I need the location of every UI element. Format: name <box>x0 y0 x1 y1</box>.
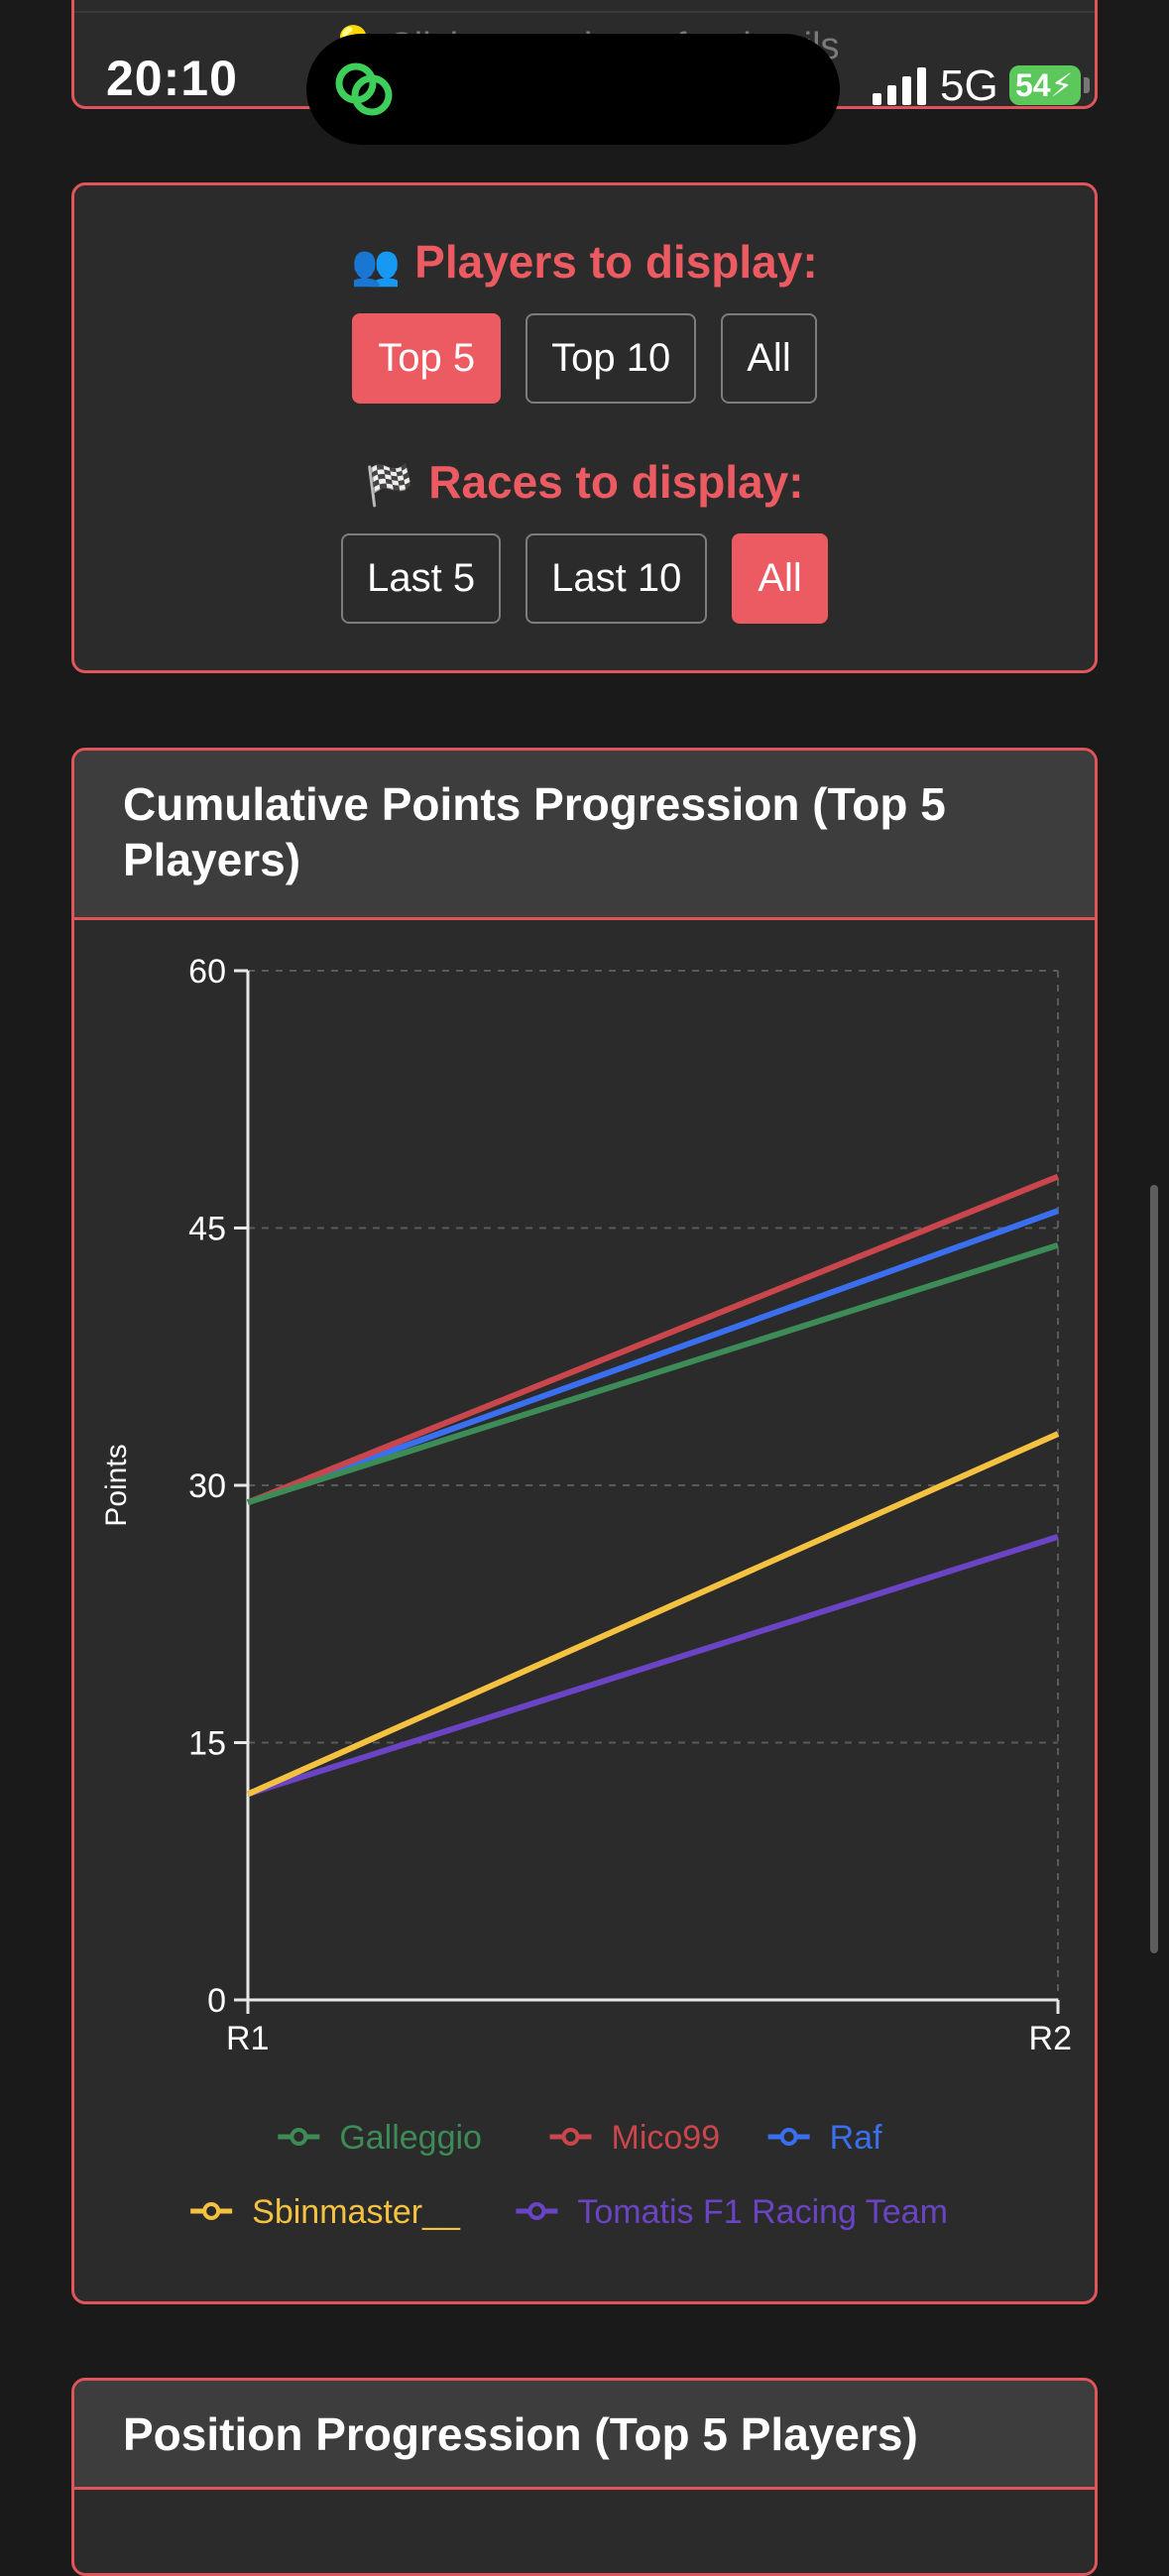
x-tick-label: R1 <box>226 2020 269 2057</box>
legend-label: Raf <box>830 2119 882 2157</box>
legend-swatch-marker <box>779 2128 798 2146</box>
chart-title: Cumulative Points Progression (Top 5 Pla… <box>123 778 946 885</box>
players-top-10-button[interactable]: Top 10 <box>526 313 697 404</box>
legend-swatch-marker <box>527 2202 546 2220</box>
legend-label: Galleggio <box>339 2119 482 2157</box>
players-filter-group: Top 5 Top 10 All <box>74 313 1095 404</box>
filter-card: 👥 Players to display: Top 5 Top 10 All 🏁 Rac… <box>71 182 1098 673</box>
battery-icon: 54⚡ <box>1009 65 1081 105</box>
y-tick-label: 30 <box>188 1467 226 1505</box>
players-top-5-button[interactable]: Top 5 <box>352 313 502 404</box>
y-tick-label: 15 <box>188 1725 226 1763</box>
legend-label: Sbinmaster__ <box>252 2193 461 2231</box>
cumulative-points-chart: 0 15 30 45 60 R1 R2 Points Galleggio Mico99 Raf Sbi… <box>100 953 1072 2231</box>
y-tick-label: 60 <box>188 953 226 991</box>
races-all-button[interactable]: All <box>732 533 828 624</box>
series-line-0 <box>247 1241 1059 1506</box>
card-header: Cumulative Points Progression (Top 5 Pla… <box>74 751 1095 920</box>
card-header: Position Progression (Top 5 Players) <box>74 2381 1095 2490</box>
legend-swatch-marker <box>202 2202 221 2220</box>
players-all-button[interactable]: All <box>721 313 817 404</box>
network-label: 5G <box>940 61 998 110</box>
players-heading: 👥 Players to display: <box>74 235 1095 289</box>
status-time: 20:10 <box>106 51 238 106</box>
races-filter-group: Last 5 Last 10 All <box>74 533 1095 624</box>
legend-label: Mico99 <box>612 2119 721 2157</box>
series-line-1 <box>246 1173 1060 1506</box>
chequered-flag-icon: 🏁 <box>365 464 415 509</box>
players-heading-label: Players to display: <box>414 236 818 288</box>
link-icon <box>335 62 393 116</box>
legend-swatch-marker <box>561 2128 580 2146</box>
cumulative-points-card: Cumulative Points Progression (Top 5 Pla… <box>71 748 1098 2304</box>
series-line-3 <box>246 1431 1060 1798</box>
races-heading-label: Races to display: <box>428 456 804 508</box>
scrollbar[interactable] <box>1150 1185 1158 1953</box>
legend-label: Tomatis F1 Racing Team <box>577 2193 948 2231</box>
position-progression-card: Position Progression (Top 5 Players) <box>71 2378 1098 2576</box>
y-tick-label: 0 <box>207 1982 226 2020</box>
x-tick-label: R2 <box>1029 2020 1072 2057</box>
races-last-5-button[interactable]: Last 5 <box>341 533 502 624</box>
races-heading: 🏁 Races to display: <box>74 455 1095 509</box>
battery-cap <box>1084 77 1090 93</box>
charging-icon: ⚡ <box>1050 67 1074 103</box>
battery-level: 54 <box>1015 67 1051 103</box>
y-tick-label: 45 <box>188 1211 226 1248</box>
y-axis-label: Points <box>100 1444 133 1526</box>
dynamic-island <box>306 34 840 145</box>
legend-swatch-marker <box>290 2128 308 2146</box>
position-chart-title: Position Progression (Top 5 Players) <box>123 2408 918 2460</box>
players-icon: 👥 <box>351 244 402 289</box>
signal-icon <box>873 67 926 105</box>
series-line-4 <box>247 1534 1059 1798</box>
races-last-10-button[interactable]: Last 10 <box>526 533 708 624</box>
divider <box>74 11 1095 13</box>
series-line-2 <box>246 1208 1060 1506</box>
